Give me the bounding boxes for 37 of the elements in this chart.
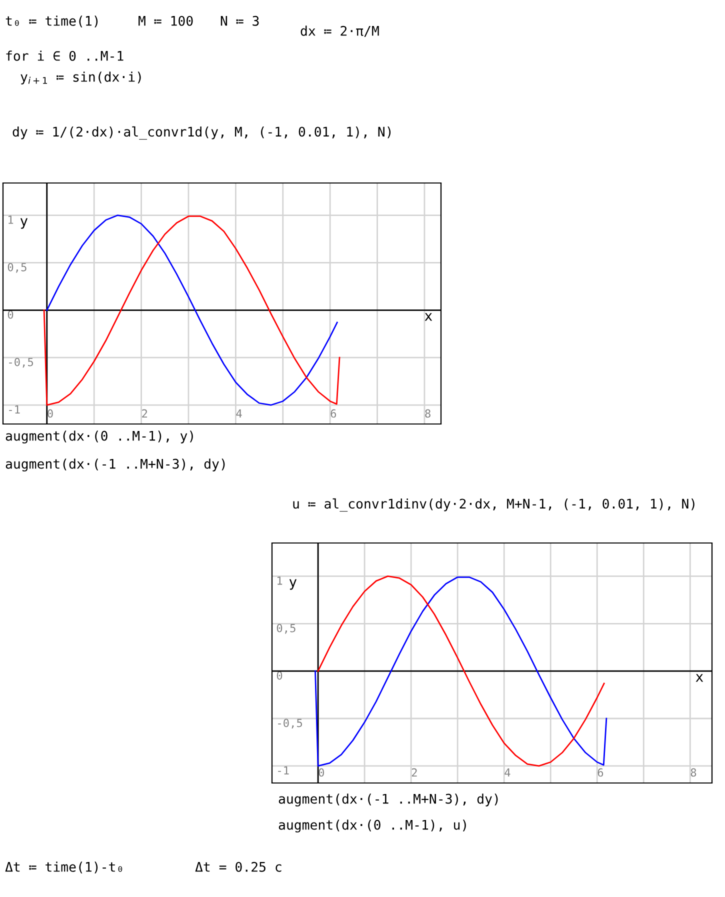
x-axis-title: x	[696, 674, 704, 682]
text: augment(dx·(-1 ..M+N-3), dy)	[6, 458, 225, 472]
x-tick-label: 8	[690, 768, 696, 777]
y-tick-label: -1	[9, 405, 20, 414]
text: y$_{i+1}$ ≔ sin(dx·i)	[20, 72, 141, 84]
text: augment(dx·(-1 ..M+N-3), dy)	[278, 794, 498, 806]
text: augment(dx·(0 ..M-1), u)	[278, 820, 466, 832]
text: N ≔ 3	[220, 16, 259, 26]
y-tick-label: 0	[276, 671, 282, 680]
x-tick-label: 6	[330, 409, 336, 418]
x-tick-label: 4	[504, 768, 510, 777]
text: Δt = 0.25 c	[195, 862, 282, 872]
x-tick-label: 6	[598, 768, 604, 777]
x-tick-label: 4	[236, 409, 242, 418]
y-tick-label: 0,5	[276, 624, 296, 634]
text: augment(dx·(0 ..M-1), y)	[6, 430, 193, 444]
x-tick-label: 8	[425, 409, 430, 418]
y-tick-label: -0,5	[9, 358, 34, 368]
text: M ≔ 100	[138, 16, 193, 26]
x-axis-title: x	[424, 313, 432, 321]
text: dx ≔ 2·π/M	[300, 26, 379, 37]
x-tick-label: 0	[48, 409, 53, 418]
y-axis-title: y	[289, 579, 297, 590]
text: Δt ≔ time(1)-t₀	[5, 862, 122, 874]
x-tick-label: 2	[412, 768, 417, 777]
text: for i ∈ 0 ..M-1	[6, 50, 124, 61]
text: dy ≔ 1/(2·dx)·al_convr1d(y, M, (-1, 0.01, 1), N)	[12, 126, 391, 140]
y-axis-title: y	[20, 218, 28, 229]
text: u ≔ al_convr1dinv(dy·2·dx, M+N-1, (-1, 0.01, 1), N)	[293, 498, 694, 512]
y-tick-label: 0,5	[8, 262, 26, 273]
text: t₀ ≔ time(1)	[6, 16, 98, 28]
y-tick-label: 1	[278, 576, 282, 585]
x-tick-label: 2	[142, 409, 148, 418]
y-tick-label: -1	[278, 766, 289, 774]
y-tick-label: -0,5	[278, 718, 302, 729]
y-tick-label: 1	[8, 216, 14, 224]
y-tick-label: 0	[8, 310, 14, 319]
